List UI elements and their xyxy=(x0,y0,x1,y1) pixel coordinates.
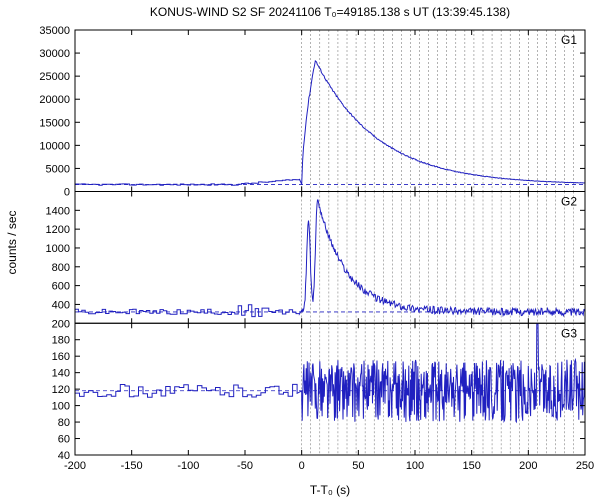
y-tick-label: 180 xyxy=(52,335,70,347)
panel-border xyxy=(75,30,585,192)
y-tick-label: 100 xyxy=(52,401,70,413)
y-tick-label: 0 xyxy=(64,187,70,199)
x-tick-label: 200 xyxy=(519,460,537,472)
y-tick-label: 60 xyxy=(58,434,70,446)
y-tick-label: 120 xyxy=(52,384,70,396)
x-tick-label: 150 xyxy=(462,460,480,472)
y-tick-label: 400 xyxy=(52,299,70,311)
y-tick-label: 140 xyxy=(52,368,70,380)
x-tick-label: 250 xyxy=(576,460,594,472)
x-tick-label: 100 xyxy=(406,460,424,472)
x-tick-label: 0 xyxy=(299,460,305,472)
y-tick-label: 1200 xyxy=(46,224,70,236)
y-tick-label: 200 xyxy=(52,318,70,330)
chart-title: KONUS-WIND S2 SF 20241106 T₀=49185.138 s… xyxy=(150,5,510,19)
y-tick-label: 600 xyxy=(52,281,70,293)
y-tick-label: 800 xyxy=(52,262,70,274)
series-G1 xyxy=(75,61,585,185)
y-axis-label: counts / sec xyxy=(5,210,19,274)
panel-G3: 406080100120140160180G3 xyxy=(52,323,585,462)
series-G2 xyxy=(75,200,585,317)
multi-panel-chart: KONUS-WIND S2 SF 20241106 T₀=49185.138 s… xyxy=(0,0,600,500)
y-tick-label: 80 xyxy=(58,417,70,429)
x-axis-label: T-T₀ (s) xyxy=(310,483,350,497)
series-G3 xyxy=(75,323,585,422)
panel-G2: 200 400 600 800 1000 1200 1400 G2 xyxy=(46,192,585,331)
y-tick-label: 1000 xyxy=(46,243,70,255)
y-tick-label: 160 xyxy=(52,351,70,363)
x-tick-label: -200 xyxy=(64,460,86,472)
x-tick-label: -50 xyxy=(237,460,253,472)
y-tick-label: 10000 xyxy=(39,140,70,152)
panel-label: G2 xyxy=(561,195,577,209)
y-tick-label: 5000 xyxy=(46,163,70,175)
y-tick-label: 25000 xyxy=(39,71,70,83)
panel-label: G1 xyxy=(561,33,577,47)
y-tick-label: 30000 xyxy=(39,48,70,60)
y-tick-label: 35000 xyxy=(39,25,70,37)
y-tick-label: 20000 xyxy=(39,94,70,106)
y-tick-label: 15000 xyxy=(39,117,70,129)
x-tick-label: 50 xyxy=(352,460,364,472)
panel-border xyxy=(75,192,585,324)
panel-G1: 0 5000 10000 15000 20000 25000 30000 35000 G1 xyxy=(39,25,585,199)
y-tick-label: 1400 xyxy=(46,205,70,217)
x-tick-label: -100 xyxy=(177,460,199,472)
panel-label: G3 xyxy=(561,326,577,340)
x-tick-label: -150 xyxy=(121,460,143,472)
